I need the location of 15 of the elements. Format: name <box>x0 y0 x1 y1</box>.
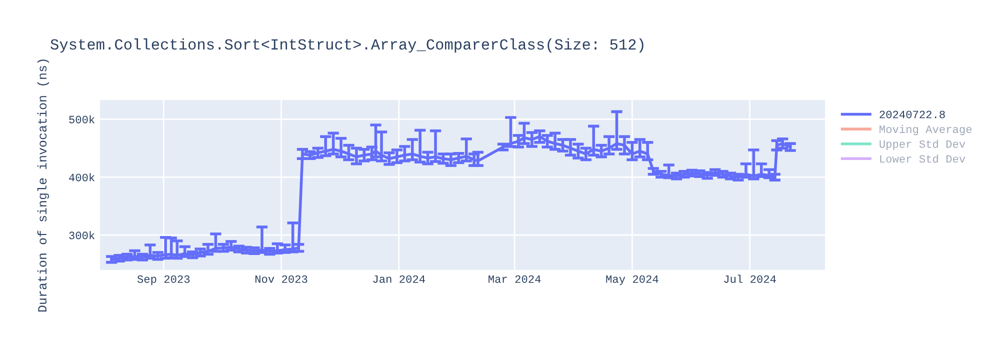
y-tick-label: 300k <box>69 231 95 240</box>
legend-label: Lower Std Dev <box>880 154 966 163</box>
legend-label: Upper Std Dev <box>880 140 966 150</box>
legend-label: 20240722.8 <box>880 110 945 118</box>
y-axis-title: Duration of single invocation (ns) <box>37 60 50 312</box>
x-tick-label: Jan 2024 <box>373 275 425 283</box>
x-tick-label: Mar 2024 <box>488 275 541 283</box>
y-tick-label: 500k <box>69 115 95 124</box>
legend-label: Moving Average <box>880 124 972 136</box>
chart-title: System.Collections.Sort<IntStruct>.Array_ComparerClass(Size: 512) <box>50 38 644 53</box>
x-tick-label: Jul 2024 <box>724 274 776 283</box>
x-tick-label: May 2024 <box>606 275 658 286</box>
y-tick-label: 400k <box>69 173 95 182</box>
x-tick-label: Sep 2023 <box>137 275 190 286</box>
x-tick-label: Nov 2023 <box>255 275 308 283</box>
